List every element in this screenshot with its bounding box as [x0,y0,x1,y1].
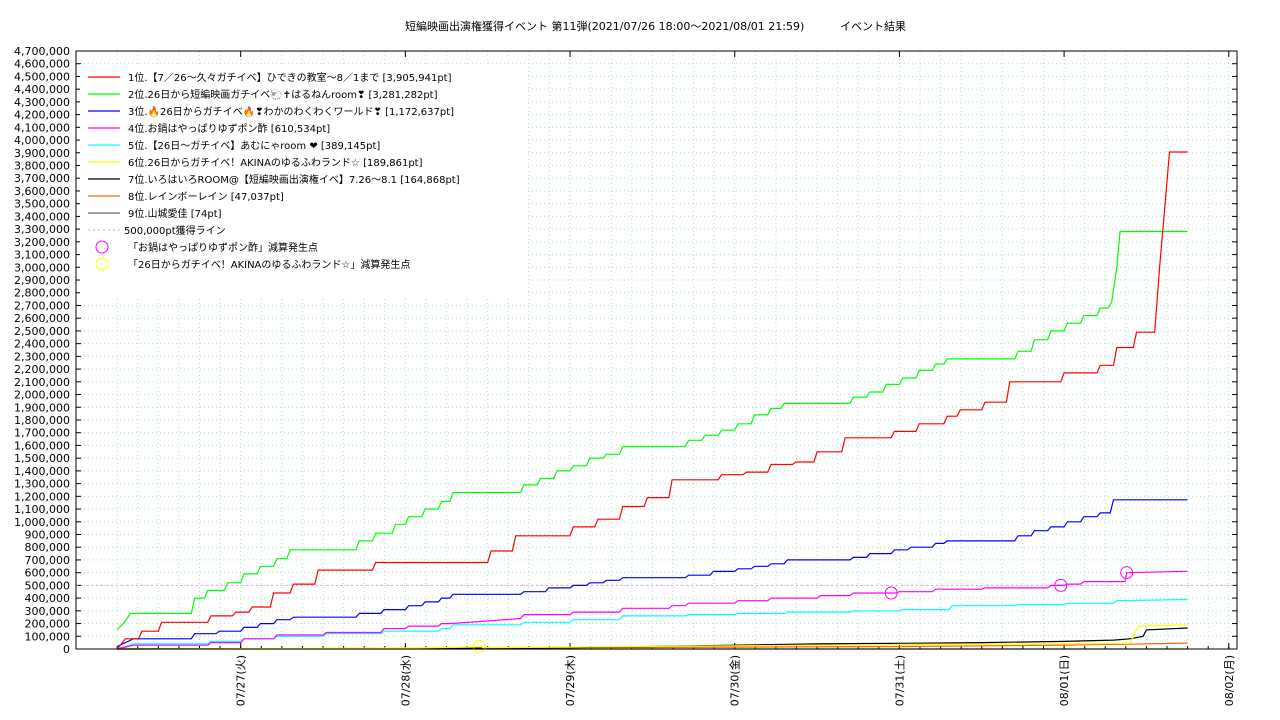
x-tick-label: 07/29(木) [564,655,577,706]
y-tick-label: 2,200,000 [14,363,70,376]
series-line [117,627,1188,650]
legend-label: 「お鍋はやっぱりゆずポン酢」減算発生点 [128,241,318,254]
y-tick-label: 4,300,000 [14,96,70,109]
y-tick-label: 700,000 [25,554,71,567]
legend-label: 9位.山城愛佳 [74pt] [128,207,222,220]
chart-title-suffix: イベント結果 [840,19,906,33]
x-tick-label: 07/31(土) [893,655,906,706]
y-tick-label: 1,900,000 [14,401,70,414]
y-tick-label: 4,100,000 [14,121,70,134]
y-tick-label: 2,900,000 [14,274,70,287]
deduction-marker [472,639,486,653]
y-tick-label: 3,500,000 [14,198,70,211]
legend-label: 1位.【7／26〜久々ガチイベ】ひできの教室〜8／1まで [3,905,941p… [128,71,452,84]
legend: 1位.【7／26〜久々ガチイベ】ひできの教室〜8／1まで [3,905,941p… [80,64,525,296]
y-tick-label: 600,000 [25,567,71,580]
legend-label: 5位.【26日〜ガチイベ】あむにゃroom ❤ [389,145pt] [128,139,380,152]
y-tick-label: 4,400,000 [14,83,70,96]
y-tick-label: 1,800,000 [14,414,70,427]
y-tick-label: 900,000 [25,528,71,541]
y-tick-label: 1,000,000 [14,516,70,529]
plot-frame [75,50,1238,650]
y-tick-label: 1,300,000 [14,478,70,491]
deduction-marker [1120,566,1134,580]
legend-swatch [95,240,109,254]
legend-swatch [95,257,109,271]
deduction-marker [884,586,898,600]
y-tick-label: 4,200,000 [14,109,70,122]
y-tick-label: 1,200,000 [14,490,70,503]
series-line [117,570,1188,650]
y-tick-label: 1,600,000 [14,439,70,452]
y-tick-label: 500,000 [25,579,71,592]
y-tick-label: 4,700,000 [14,45,70,58]
y-tick-label: 1,400,000 [14,465,70,478]
y-tick-label: 800,000 [25,541,71,554]
y-tick-label: 3,200,000 [14,236,70,249]
y-tick-label: 3,700,000 [14,172,70,185]
y-tick-label: 2,400,000 [14,338,70,351]
y-tick-label: 300,000 [25,605,71,618]
y-tick-label: 1,700,000 [14,427,70,440]
y-tick-label: 4,000,000 [14,134,70,147]
y-tick-label: 4,600,000 [14,58,70,71]
legend-label: 2位.26日から短編映画ガチイベ🐑✝はるねんroom❣ [3,281,282pt… [128,88,438,101]
x-tick-label: 07/27(火) [235,655,248,706]
y-tick-label: 3,400,000 [14,210,70,223]
y-tick-label: 200,000 [25,618,71,631]
y-tick-label: 2,000,000 [14,389,70,402]
deduction-marker [1054,578,1068,592]
legend-label: 4位.お鍋はやっぱりゆずポン酢 [610,534pt] [128,122,330,135]
y-tick-label: 1,100,000 [14,503,70,516]
series-line [116,499,1188,648]
x-tick-label: 08/02(月) [1223,655,1236,706]
y-tick-label: 2,300,000 [14,350,70,363]
legend-label: 7位.いろはいろROOM@【短編映画出演権イベ】7.26〜8.1 [164,86… [128,173,460,186]
y-tick-label: 3,800,000 [14,160,70,173]
y-tick-label: 2,800,000 [14,287,70,300]
series-line [116,230,1188,631]
y-tick-label: 0 [63,643,70,656]
y-tick-label: 2,100,000 [14,376,70,389]
legend-label: 3位.🔥26日からガチイベ🔥❣わかのわくわくワールド❣ [1,172,637pt… [128,105,454,118]
x-tick-label: 07/28(水) [399,655,412,706]
chart-title: 短編映画出演権獲得イベント 第11弾(2021/07/26 18:00〜2021… [405,19,804,33]
y-tick-label: 2,500,000 [14,325,70,338]
y-tick-label: 3,900,000 [14,147,70,160]
y-tick-label: 3,600,000 [14,185,70,198]
y-tick-label: 100,000 [25,630,71,643]
y-axis: 0100,000200,000300,000400,000500,000600,… [14,45,1237,656]
legend-background [80,64,525,296]
legend-label: 「26日からガチイベ！AKINAのゆるふわランド☆」減算発生点 [128,258,410,271]
x-tick-label: 07/30(金) [728,655,742,706]
y-tick-label: 400,000 [25,592,71,605]
y-tick-label: 3,300,000 [14,223,70,236]
y-tick-label: 3,000,000 [14,261,70,274]
grid [76,50,1237,650]
legend-label: 8位.レインボーレイン [47,037pt] [128,190,284,203]
series-line [116,151,1188,650]
legend-label: 6位.26日からガチイベ！AKINAのゆるふわランド☆ [189,861pt] [128,156,423,169]
y-tick-label: 3,100,000 [14,249,70,262]
legend-label: 500,000pt獲得ライン [124,224,226,237]
x-tick-label: 08/01(日) [1058,655,1071,706]
series-line [117,624,1188,650]
y-tick-label: 1,500,000 [14,452,70,465]
y-tick-label: 2,600,000 [14,312,70,325]
y-tick-label: 4,500,000 [14,70,70,83]
deduction-markers [472,566,1134,653]
y-tick-label: 2,700,000 [14,299,70,312]
